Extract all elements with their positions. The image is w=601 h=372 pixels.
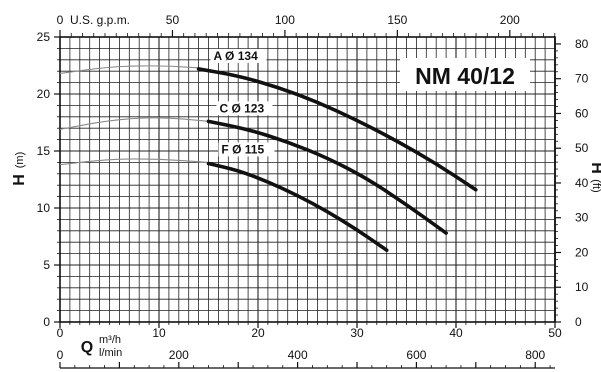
curve-label-bg <box>218 142 275 157</box>
x-secondary-unit: l/min <box>99 347 122 359</box>
curve-label-3: F Ø 115 <box>221 142 264 156</box>
x-top-tick-label: 200 <box>500 13 520 27</box>
curves <box>59 65 478 252</box>
y-left-tick-label: 20 <box>37 87 51 101</box>
x-top-tick-label: 100 <box>275 13 295 27</box>
x-top-tick-label: 50 <box>166 13 180 27</box>
y-left-axis-unit: (m) <box>14 152 26 169</box>
y-right-tick-label: 30 <box>575 211 589 225</box>
model-title: NM 40/12 <box>415 63 515 89</box>
y-right-tick-label: 0 <box>575 315 582 329</box>
x-bottom-tick-label: 20 <box>251 326 265 340</box>
y-right-tick-label: 80 <box>575 37 589 51</box>
y-right-axis-title: H <box>588 162 601 174</box>
x-top-tick-label: 150 <box>387 13 407 27</box>
labels: Qm³/hl/min H (m) H (ft) NM 40/12 A Ø 134 C Ø 12… <box>11 48 601 359</box>
x-bottom-tick-label: 0 <box>57 326 64 340</box>
curve-bold-2 <box>206 119 448 235</box>
curve-label-1: A Ø 134 <box>214 49 259 63</box>
curve-label-bg <box>210 48 267 63</box>
curve-faint-1 <box>59 65 199 75</box>
x-bottom-tick-label: 40 <box>449 326 463 340</box>
y-right-tick-label: 60 <box>575 106 589 120</box>
x-secondary-tick-label: 200 <box>169 348 189 362</box>
curve-faint-3 <box>59 158 209 166</box>
y-left-tick-label: 0 <box>43 315 50 329</box>
x-secondary-tick-label: 800 <box>525 348 545 362</box>
x-bottom-tick-label: 50 <box>548 326 562 340</box>
y-left-axis-title: H <box>11 174 28 186</box>
y-right-tick-label: 20 <box>575 245 589 259</box>
y-right-axis-unit: (ft) <box>590 179 601 192</box>
x-top-tick-label: 0 <box>57 13 64 27</box>
y-right-tick-label: 50 <box>575 141 589 155</box>
x-secondary-tick-label: 400 <box>288 348 308 362</box>
curve-bold-3 <box>206 161 389 252</box>
y-right-tick-label: 70 <box>575 72 589 86</box>
grid <box>60 37 555 322</box>
curve-bold-1 <box>196 67 478 192</box>
y-left-tick-label: 5 <box>43 258 50 272</box>
y-right-tick-label: 10 <box>575 280 589 294</box>
y-left-tick-label: 15 <box>37 144 51 158</box>
y-right-tick-label: 40 <box>575 176 589 190</box>
model-title-box <box>400 58 530 91</box>
x-bottom-tick-label: 30 <box>350 326 364 340</box>
x-secondary-tick-label: 0 <box>57 348 64 362</box>
x-axis-title: Q <box>81 339 93 356</box>
x-axis-unit: m³/h <box>99 334 121 346</box>
y-left-title-group: H (m) <box>11 152 28 186</box>
curve-label-bg <box>216 101 273 116</box>
y-left-tick-label: 25 <box>37 30 51 44</box>
x-secondary-tick-label: 600 <box>406 348 426 362</box>
curve-label-2: C Ø 123 <box>219 101 264 115</box>
x-bottom-tick-label: 10 <box>152 326 166 340</box>
y-left-tick-label: 10 <box>37 201 51 215</box>
y-right-title-group: H (ft) <box>588 162 601 193</box>
x-top-unit-label: U.S. g.p.m. <box>70 13 130 27</box>
curve-faint-2 <box>59 117 209 130</box>
